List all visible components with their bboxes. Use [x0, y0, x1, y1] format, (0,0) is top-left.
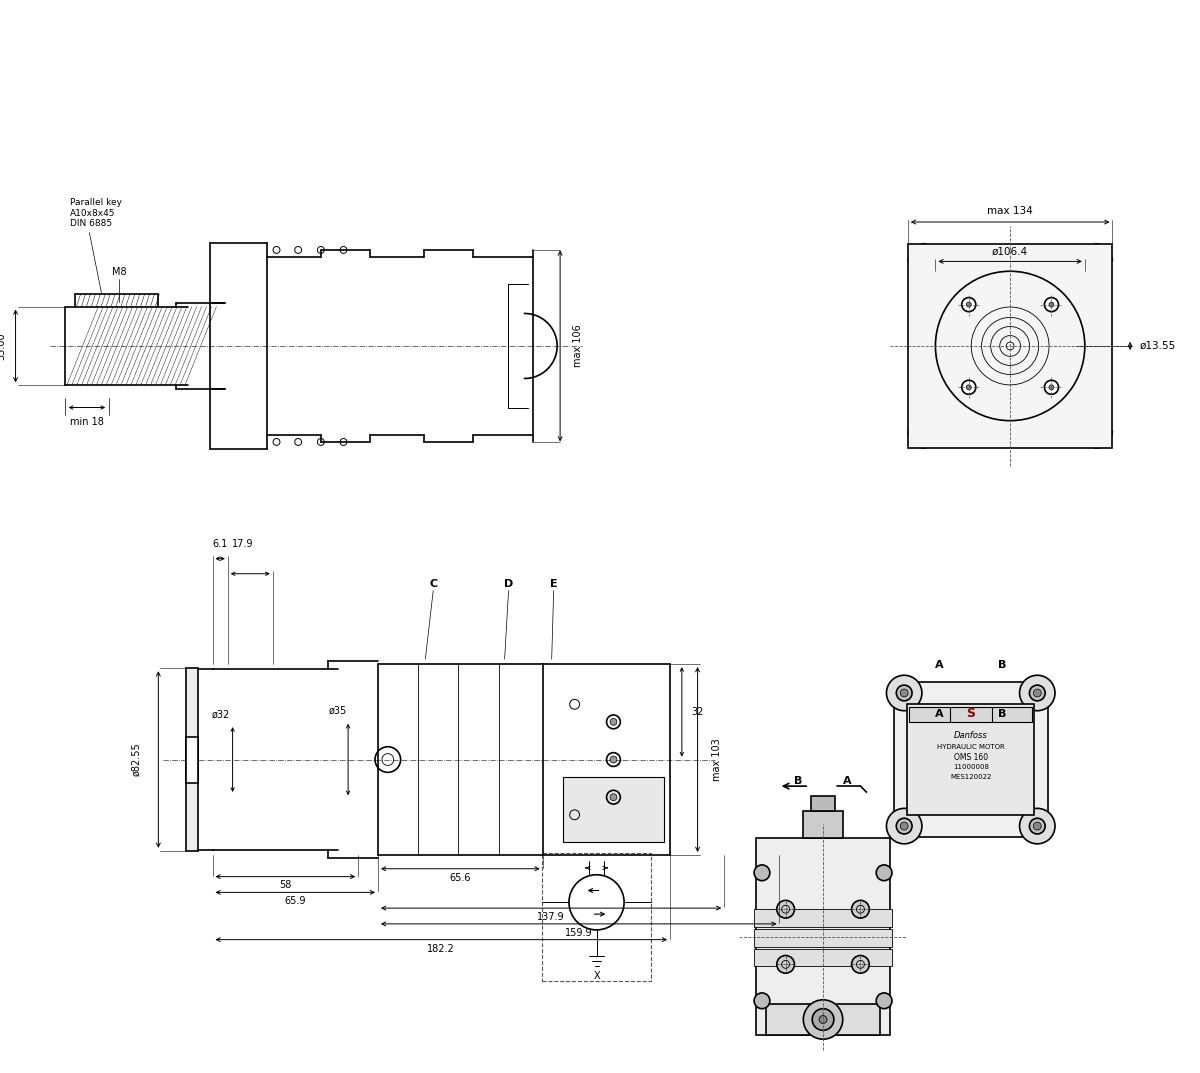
Text: ø35: ø35 [329, 706, 347, 716]
Bar [803, 811, 842, 838]
Text: M8: M8 [112, 267, 126, 277]
Bar [563, 778, 664, 842]
Text: 11000008: 11000008 [953, 764, 989, 770]
Bar [756, 838, 890, 1035]
Bar [186, 668, 198, 851]
Text: max 134: max 134 [988, 206, 1033, 216]
Circle shape [776, 955, 794, 973]
Text: S: S [966, 707, 976, 720]
Circle shape [1044, 380, 1058, 395]
Text: 58: 58 [280, 881, 292, 891]
Circle shape [900, 689, 908, 697]
Circle shape [610, 794, 617, 800]
Circle shape [961, 297, 976, 311]
Text: max 106: max 106 [572, 324, 583, 367]
Text: Parallel key
A10x8x45
DIN 6885: Parallel key A10x8x45 DIN 6885 [70, 199, 121, 227]
Bar [766, 1003, 880, 1035]
Circle shape [776, 900, 794, 918]
Circle shape [966, 385, 971, 389]
Text: ø106.4: ø106.4 [992, 247, 1028, 256]
Circle shape [876, 993, 892, 1009]
Text: 32: 32 [691, 707, 703, 717]
Circle shape [1049, 303, 1054, 307]
Circle shape [1044, 297, 1058, 311]
Text: B: B [794, 776, 803, 787]
Text: 35.00: 35.00 [0, 333, 7, 359]
Bar [811, 796, 835, 811]
Circle shape [610, 756, 617, 763]
Text: 159.9: 159.9 [565, 928, 593, 938]
Text: Danfoss: Danfoss [954, 731, 988, 740]
Circle shape [876, 865, 892, 881]
Text: B: B [998, 709, 1007, 719]
Text: ø32: ø32 [211, 709, 230, 719]
Text: A: A [935, 660, 943, 670]
Bar [894, 682, 1048, 837]
Circle shape [610, 719, 617, 725]
Text: ø82.55: ø82.55 [132, 743, 142, 777]
Circle shape [803, 1000, 842, 1039]
Circle shape [1020, 808, 1055, 843]
Text: 17.9: 17.9 [232, 539, 253, 548]
Text: A: A [935, 709, 943, 719]
Circle shape [1030, 685, 1045, 701]
Circle shape [852, 900, 869, 918]
Bar [186, 736, 198, 782]
Text: 6.1: 6.1 [212, 539, 228, 548]
Text: E: E [550, 578, 558, 589]
Circle shape [887, 808, 922, 843]
Circle shape [1033, 822, 1042, 831]
Circle shape [812, 1009, 834, 1030]
Text: HYDRAULIC MOTOR: HYDRAULIC MOTOR [937, 745, 1004, 750]
Text: OMS 160: OMS 160 [954, 752, 988, 762]
Text: A: A [844, 776, 852, 787]
Circle shape [896, 685, 912, 701]
Circle shape [896, 819, 912, 834]
Text: D: D [504, 578, 514, 589]
Text: C: C [430, 578, 437, 589]
Text: B: B [998, 660, 1007, 670]
Bar [910, 707, 1032, 722]
Circle shape [820, 1015, 827, 1024]
Circle shape [1049, 385, 1054, 389]
Text: 137.9: 137.9 [538, 912, 565, 922]
Circle shape [900, 822, 908, 831]
Text: 182.2: 182.2 [427, 943, 455, 954]
Bar [754, 909, 892, 927]
Circle shape [1033, 689, 1042, 697]
Circle shape [1020, 675, 1055, 710]
Circle shape [754, 993, 770, 1009]
Text: ø13.55: ø13.55 [1140, 341, 1176, 351]
Circle shape [754, 865, 770, 881]
Bar [542, 853, 650, 981]
Text: 65.9: 65.9 [284, 896, 306, 907]
Circle shape [887, 675, 922, 710]
Circle shape [961, 380, 976, 395]
Bar [754, 929, 892, 946]
Text: max 103: max 103 [713, 738, 722, 781]
Circle shape [852, 955, 869, 973]
Bar [754, 949, 892, 967]
Text: MES120022: MES120022 [950, 774, 991, 780]
Text: X: X [593, 971, 600, 981]
Bar [907, 704, 1034, 815]
Circle shape [966, 303, 971, 307]
Text: 65.6: 65.6 [450, 872, 472, 883]
Circle shape [1030, 819, 1045, 834]
Text: min 18: min 18 [70, 417, 104, 427]
Bar [908, 244, 1112, 449]
